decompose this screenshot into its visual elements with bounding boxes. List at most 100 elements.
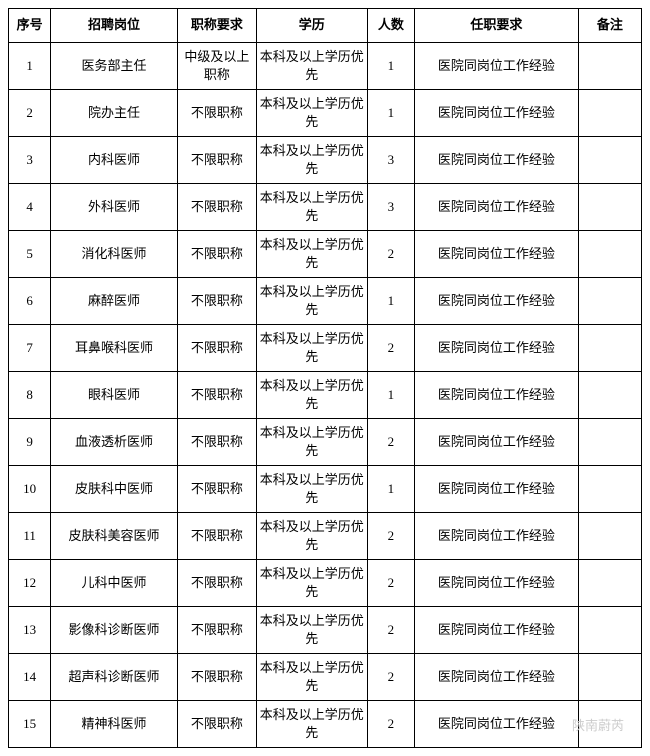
cell-req: 医院同岗位工作经验 [415,184,579,231]
cell-note [578,90,641,137]
cell-edu: 本科及以上学历优先 [256,278,367,325]
cell-count: 1 [367,278,414,325]
table-row: 2院办主任不限职称本科及以上学历优先1医院同岗位工作经验 [9,90,642,137]
header-cell-1: 招聘岗位 [51,9,178,43]
cell-seq: 1 [9,43,51,90]
cell-edu: 本科及以上学历优先 [256,560,367,607]
table-row: 9血液透析医师不限职称本科及以上学历优先2医院同岗位工作经验 [9,419,642,466]
cell-seq: 5 [9,231,51,278]
cell-edu: 本科及以上学历优先 [256,43,367,90]
cell-seq: 7 [9,325,51,372]
table-row: 10皮肤科中医师不限职称本科及以上学历优先1医院同岗位工作经验 [9,466,642,513]
cell-req: 医院同岗位工作经验 [415,513,579,560]
cell-title: 不限职称 [177,607,256,654]
cell-title: 不限职称 [177,278,256,325]
cell-count: 1 [367,372,414,419]
cell-note [578,278,641,325]
cell-note [578,654,641,701]
cell-title: 不限职称 [177,372,256,419]
cell-count: 2 [367,419,414,466]
cell-title: 不限职称 [177,137,256,184]
table-row: 3内科医师不限职称本科及以上学历优先3医院同岗位工作经验 [9,137,642,184]
cell-req: 医院同岗位工作经验 [415,419,579,466]
cell-seq: 15 [9,701,51,748]
cell-position: 消化科医师 [51,231,178,278]
cell-edu: 本科及以上学历优先 [256,654,367,701]
cell-seq: 3 [9,137,51,184]
cell-note [578,513,641,560]
cell-req: 医院同岗位工作经验 [415,137,579,184]
cell-note [578,43,641,90]
cell-title: 不限职称 [177,513,256,560]
cell-title: 不限职称 [177,466,256,513]
cell-req: 医院同岗位工作经验 [415,231,579,278]
cell-edu: 本科及以上学历优先 [256,90,367,137]
cell-edu: 本科及以上学历优先 [256,325,367,372]
cell-title: 不限职称 [177,701,256,748]
header-cell-3: 学历 [256,9,367,43]
cell-count: 3 [367,137,414,184]
table-row: 8眼科医师不限职称本科及以上学历优先1医院同岗位工作经验 [9,372,642,419]
table-body: 1医务部主任中级及以上职称本科及以上学历优先1医院同岗位工作经验2院办主任不限职… [9,43,642,748]
cell-req: 医院同岗位工作经验 [415,325,579,372]
cell-position: 院办主任 [51,90,178,137]
cell-count: 1 [367,466,414,513]
cell-note [578,137,641,184]
cell-seq: 2 [9,90,51,137]
header-cell-2: 职称要求 [177,9,256,43]
cell-title: 不限职称 [177,419,256,466]
table-row: 1医务部主任中级及以上职称本科及以上学历优先1医院同岗位工作经验 [9,43,642,90]
cell-title: 不限职称 [177,560,256,607]
cell-seq: 13 [9,607,51,654]
cell-seq: 9 [9,419,51,466]
cell-edu: 本科及以上学历优先 [256,701,367,748]
header-cell-6: 备注 [578,9,641,43]
cell-edu: 本科及以上学历优先 [256,466,367,513]
cell-req: 医院同岗位工作经验 [415,372,579,419]
table-row: 4外科医师不限职称本科及以上学历优先3医院同岗位工作经验 [9,184,642,231]
cell-note [578,701,641,748]
table-row: 11皮肤科美容医师不限职称本科及以上学历优先2医院同岗位工作经验 [9,513,642,560]
cell-seq: 14 [9,654,51,701]
cell-count: 2 [367,654,414,701]
cell-position: 血液透析医师 [51,419,178,466]
cell-position: 影像科诊断医师 [51,607,178,654]
cell-edu: 本科及以上学历优先 [256,184,367,231]
cell-count: 2 [367,607,414,654]
cell-position: 眼科医师 [51,372,178,419]
cell-position: 耳鼻喉科医师 [51,325,178,372]
cell-req: 医院同岗位工作经验 [415,560,579,607]
cell-edu: 本科及以上学历优先 [256,372,367,419]
cell-count: 2 [367,701,414,748]
cell-count: 2 [367,325,414,372]
cell-seq: 11 [9,513,51,560]
cell-count: 2 [367,513,414,560]
cell-title: 中级及以上职称 [177,43,256,90]
header-cell-0: 序号 [9,9,51,43]
table-row: 12儿科中医师不限职称本科及以上学历优先2医院同岗位工作经验 [9,560,642,607]
cell-count: 3 [367,184,414,231]
cell-note [578,372,641,419]
cell-seq: 8 [9,372,51,419]
cell-note [578,560,641,607]
cell-title: 不限职称 [177,654,256,701]
cell-position: 精神科医师 [51,701,178,748]
cell-note [578,419,641,466]
cell-count: 1 [367,90,414,137]
cell-note [578,231,641,278]
cell-position: 内科医师 [51,137,178,184]
table-row: 7耳鼻喉科医师不限职称本科及以上学历优先2医院同岗位工作经验 [9,325,642,372]
cell-seq: 10 [9,466,51,513]
cell-seq: 6 [9,278,51,325]
cell-note [578,325,641,372]
cell-position: 皮肤科美容医师 [51,513,178,560]
table-row: 6麻醉医师不限职称本科及以上学历优先1医院同岗位工作经验 [9,278,642,325]
cell-position: 皮肤科中医师 [51,466,178,513]
table-head: 序号招聘岗位职称要求学历人数任职要求备注 [9,9,642,43]
cell-position: 麻醉医师 [51,278,178,325]
table-row: 5消化科医师不限职称本科及以上学历优先2医院同岗位工作经验 [9,231,642,278]
cell-position: 医务部主任 [51,43,178,90]
cell-title: 不限职称 [177,231,256,278]
cell-count: 2 [367,231,414,278]
cell-seq: 12 [9,560,51,607]
